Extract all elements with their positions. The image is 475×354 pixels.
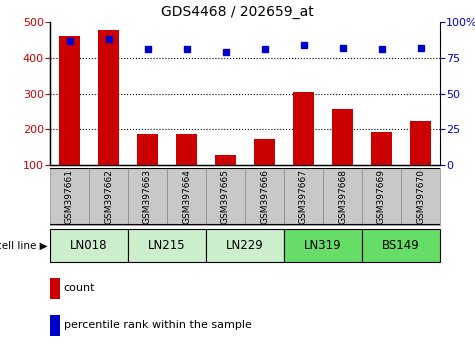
Text: GSM397662: GSM397662 xyxy=(104,169,113,224)
Bar xyxy=(206,229,284,262)
Bar xyxy=(50,278,60,298)
Bar xyxy=(362,229,440,262)
Bar xyxy=(50,315,60,336)
Bar xyxy=(245,168,284,225)
Bar xyxy=(176,133,197,201)
Text: LN018: LN018 xyxy=(70,239,108,252)
Bar xyxy=(59,36,80,201)
Text: GSM397661: GSM397661 xyxy=(65,169,74,224)
Text: GDS4468 / 202659_at: GDS4468 / 202659_at xyxy=(161,5,314,19)
Text: LN229: LN229 xyxy=(226,239,264,252)
Text: cell line ▶: cell line ▶ xyxy=(0,240,48,251)
Text: LN215: LN215 xyxy=(148,239,186,252)
Bar xyxy=(50,229,128,262)
Bar xyxy=(50,168,89,225)
Bar xyxy=(206,168,245,225)
Bar xyxy=(98,30,119,201)
Bar xyxy=(332,109,353,201)
Bar xyxy=(371,132,392,201)
Text: GSM397665: GSM397665 xyxy=(221,169,230,224)
Text: GSM397663: GSM397663 xyxy=(143,169,152,224)
Bar xyxy=(323,168,362,225)
Text: BS149: BS149 xyxy=(382,239,420,252)
Bar xyxy=(284,168,323,225)
Bar xyxy=(293,92,314,201)
Bar xyxy=(128,229,206,262)
Bar xyxy=(128,168,167,225)
Text: GSM397664: GSM397664 xyxy=(182,169,191,224)
Bar xyxy=(401,168,440,225)
Text: GSM397670: GSM397670 xyxy=(416,169,425,224)
Text: count: count xyxy=(64,283,95,293)
Text: GSM397666: GSM397666 xyxy=(260,169,269,224)
Bar xyxy=(410,121,431,201)
Text: GSM397668: GSM397668 xyxy=(338,169,347,224)
Text: GSM397669: GSM397669 xyxy=(377,169,386,224)
Bar xyxy=(284,229,362,262)
Bar xyxy=(137,133,158,201)
Bar xyxy=(167,168,206,225)
Bar xyxy=(89,168,128,225)
Bar xyxy=(362,168,401,225)
Text: LN319: LN319 xyxy=(304,239,342,252)
Text: percentile rank within the sample: percentile rank within the sample xyxy=(64,320,252,331)
Bar xyxy=(215,155,236,201)
Text: GSM397667: GSM397667 xyxy=(299,169,308,224)
Bar xyxy=(254,139,275,201)
